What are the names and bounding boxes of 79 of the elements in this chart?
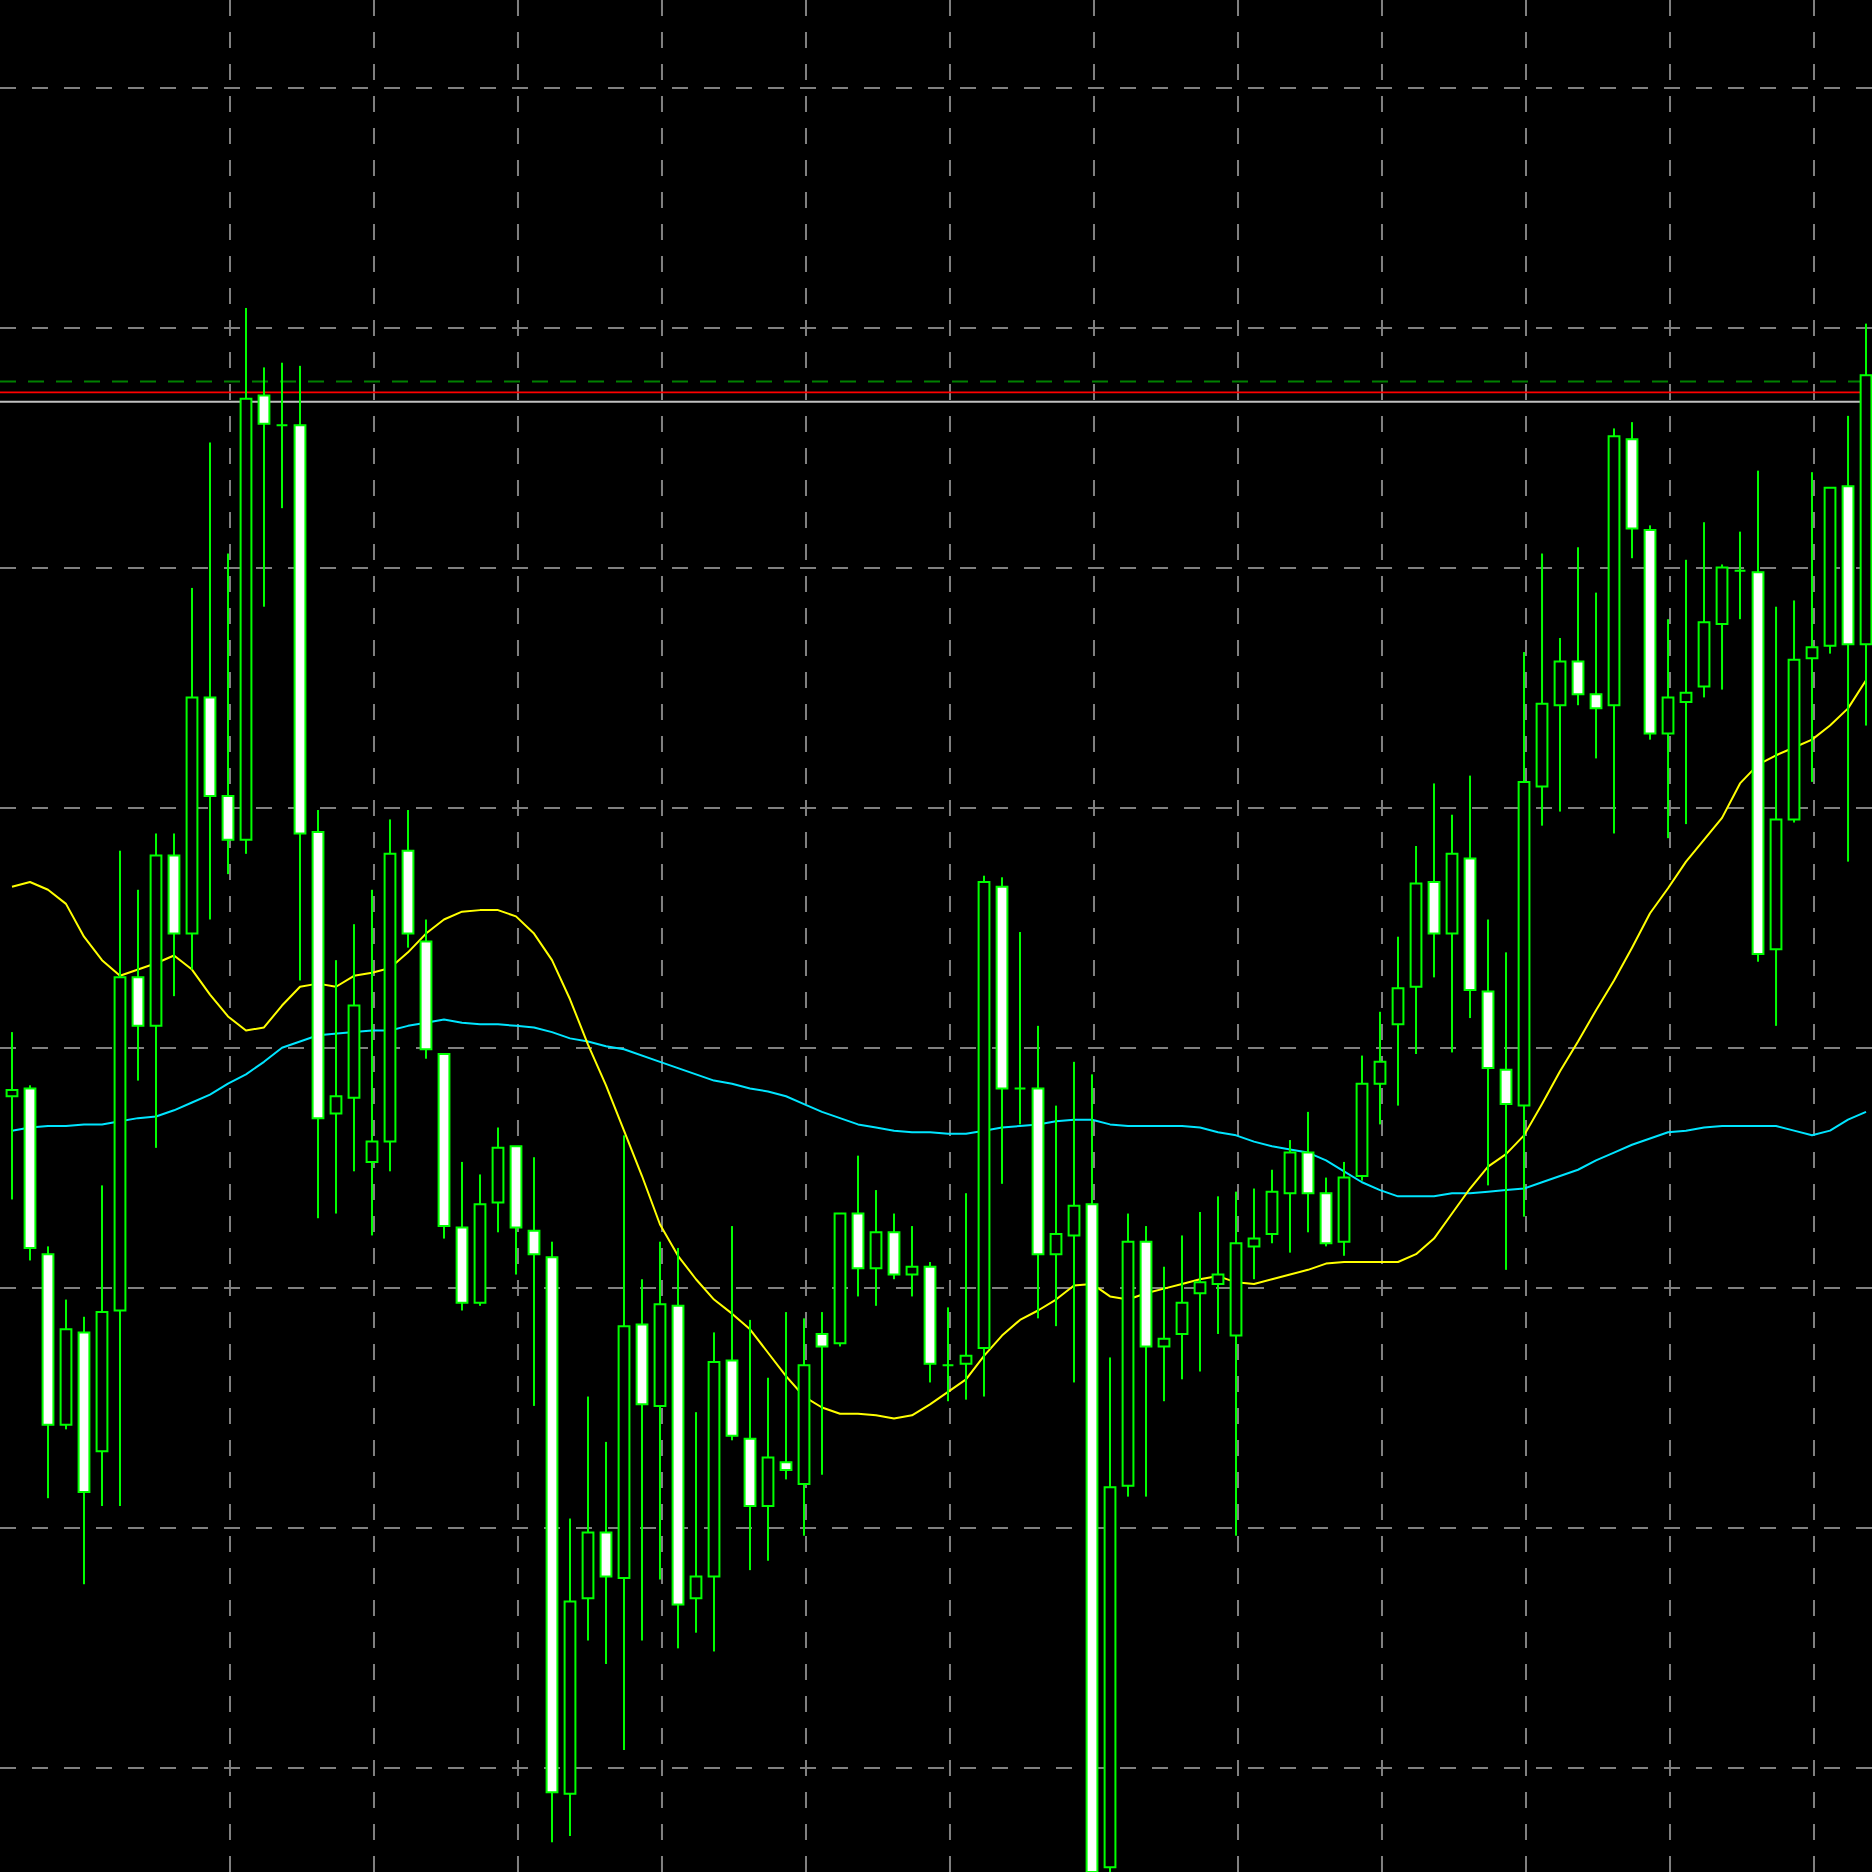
candlestick [1661, 618, 1675, 840]
candlestick [815, 1311, 829, 1476]
candlestick [689, 1411, 703, 1634]
candlestick [1679, 558, 1693, 826]
candlestick [959, 1192, 973, 1401]
candlestick [761, 1376, 775, 1562]
candlestick [1571, 546, 1585, 707]
candlestick [617, 1134, 631, 1751]
candlestick [113, 849, 127, 1508]
candlestick [1175, 1234, 1189, 1381]
candlestick [869, 1189, 883, 1307]
candlestick [581, 1395, 595, 1642]
candlestick [203, 441, 217, 921]
candlestick [563, 1517, 577, 1838]
candlestick [1697, 521, 1711, 699]
candlestick [851, 1154, 865, 1298]
candlestick [707, 1331, 721, 1653]
candlestick [1787, 599, 1801, 824]
candlestick [635, 1278, 649, 1642]
candlestick [545, 1240, 559, 1844]
candlestick [1301, 1110, 1315, 1234]
candlestick [401, 809, 415, 949]
candlestick [941, 1306, 955, 1403]
candlestick [1769, 605, 1783, 1027]
candlestick [329, 959, 343, 1215]
candlestick [221, 552, 235, 876]
candlestick [671, 1246, 685, 1650]
candlestick [275, 361, 289, 510]
candlestick [347, 923, 361, 1173]
candlestick [1841, 414, 1855, 863]
candlestick [1589, 591, 1603, 760]
candlestick [1805, 471, 1819, 783]
candlestick [1049, 1104, 1063, 1328]
candlestick [1373, 1010, 1387, 1126]
candlestick [743, 1318, 757, 1572]
candlestick [419, 918, 433, 1060]
candlestick [1625, 421, 1639, 560]
candlestick [1427, 782, 1441, 979]
candlestick [311, 809, 325, 1220]
candlestick [239, 306, 253, 855]
candlestick [1211, 1195, 1225, 1335]
candlestick [365, 888, 379, 1237]
candlestick [599, 1440, 613, 1665]
candlestick [527, 1156, 541, 1407]
candlestick [1391, 935, 1405, 1107]
candlestick [1733, 530, 1747, 621]
candlestick [1553, 636, 1567, 813]
candlestick [1067, 1060, 1081, 1384]
candlestick [1031, 1024, 1045, 1320]
candlestick [1715, 563, 1729, 691]
candlestick [1481, 918, 1495, 1187]
candlestick [131, 888, 145, 1082]
candlestick [1121, 1212, 1135, 1498]
candlestick [1445, 813, 1459, 1054]
candlestick [149, 832, 163, 1149]
candlestick [5, 1031, 19, 1201]
candlestick [995, 876, 1009, 1185]
candlestick [77, 1315, 91, 1586]
candlestick [167, 832, 181, 998]
candlestick [1463, 774, 1477, 1020]
candlestick [653, 1240, 667, 1581]
candlestick [383, 818, 397, 1173]
candlestick [1193, 1210, 1207, 1373]
candlestick [1337, 1160, 1351, 1257]
candlestick [293, 364, 307, 982]
candlestick [95, 1184, 109, 1508]
candlestick [1409, 844, 1423, 1055]
candlestick [1013, 931, 1027, 1126]
candlestick [1283, 1139, 1297, 1254]
candlestick [1499, 951, 1513, 1271]
candlestick [1229, 1190, 1243, 1537]
candlestick [1535, 552, 1549, 827]
candlestick [1139, 1225, 1153, 1498]
candlestick [905, 1225, 919, 1298]
candlestick [491, 1126, 505, 1234]
candlestick [185, 586, 199, 971]
candlestick [1517, 651, 1531, 1218]
candlestick [797, 1317, 811, 1537]
candlestick [257, 366, 271, 608]
